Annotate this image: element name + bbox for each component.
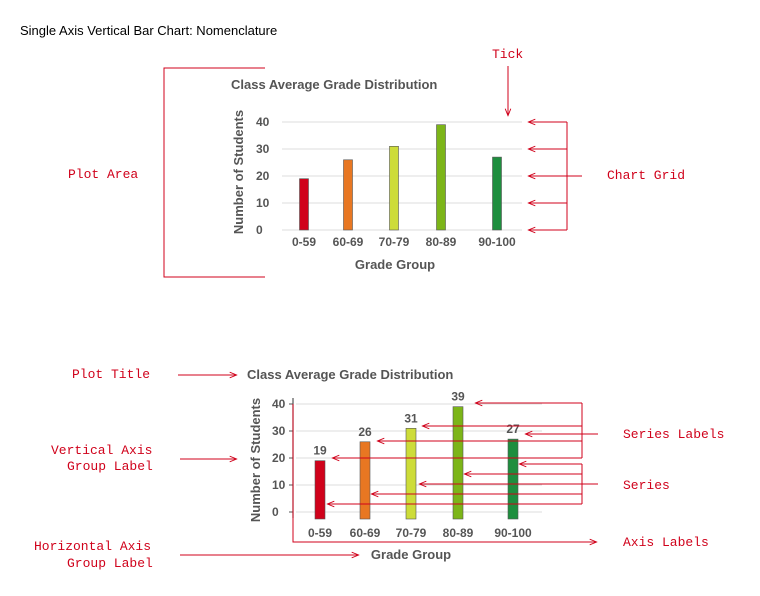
y-tick-label: 30 xyxy=(272,424,286,438)
series-annotation: Series xyxy=(623,478,670,493)
x-tick-label: 60-69 xyxy=(350,526,381,540)
y-tick-label: 40 xyxy=(272,397,286,411)
tick-annotation: Tick xyxy=(492,47,523,62)
y-tick-label: 30 xyxy=(256,142,270,156)
x-tick-label: 80-89 xyxy=(443,526,474,540)
chart-top: Class Average Grade Distribution 0 10 20 30 4… xyxy=(231,77,522,272)
series-labels-annotation: Series Labels xyxy=(623,427,724,442)
vertical-axis-annotation-line1: Vertical Axis xyxy=(51,443,152,458)
data-label: 31 xyxy=(404,411,418,425)
chart-title: Class Average Grade Distribution xyxy=(231,77,437,92)
x-tick-label: 90-100 xyxy=(494,526,532,540)
y-tick-label: 40 xyxy=(256,115,270,129)
plot-area-annotation: Plot Area xyxy=(68,167,138,182)
y-tick-label: 20 xyxy=(272,451,286,465)
y-tick-label: 20 xyxy=(256,169,270,183)
x-tick-label: 70-79 xyxy=(396,526,427,540)
series-labels-arrows xyxy=(333,403,598,458)
chart-grid-arrows xyxy=(529,122,582,230)
bar-60-69 xyxy=(359,441,371,520)
x-axis-label: Grade Group xyxy=(355,257,435,272)
bar-0-59 xyxy=(314,460,326,520)
horizontal-axis-annotation-line1: Horizontal Axis xyxy=(34,539,151,554)
bar-70-79 xyxy=(389,146,399,231)
data-label: 27 xyxy=(506,422,520,436)
y-axis-label: Number of Students xyxy=(231,110,246,234)
plot-title-annotation: Plot Title xyxy=(72,367,150,382)
chart-bottom: Class Average Grade Distribution 0 10 20 30 4… xyxy=(247,367,542,562)
x-tick-label: 90-100 xyxy=(478,235,516,249)
data-label: 26 xyxy=(358,425,372,439)
y-tick-label: 10 xyxy=(272,478,286,492)
x-tick-label: 0-59 xyxy=(308,526,332,540)
bar-0-59 xyxy=(299,178,309,231)
y-tick-label: 0 xyxy=(256,223,263,237)
series-arrows xyxy=(328,464,598,504)
axis-labels-bracket xyxy=(292,404,596,542)
y-tick-label: 0 xyxy=(272,505,279,519)
bar-60-69 xyxy=(343,159,353,231)
bar-90-100 xyxy=(492,156,502,231)
chart-title: Class Average Grade Distribution xyxy=(247,367,453,382)
data-label: 19 xyxy=(313,444,327,458)
bar-80-89 xyxy=(436,124,446,231)
chart-grid-annotation: Chart Grid xyxy=(607,168,685,183)
horizontal-axis-annotation-line2: Group Label xyxy=(67,556,153,571)
axis-labels-annotation: Axis Labels xyxy=(623,535,709,550)
x-tick-label: 60-69 xyxy=(333,235,364,249)
x-tick-label: 70-79 xyxy=(379,235,410,249)
bar-90-100 xyxy=(507,438,519,520)
x-tick-label: 80-89 xyxy=(426,235,457,249)
x-axis-label: Grade Group xyxy=(371,547,451,562)
y-tick-label: 10 xyxy=(256,196,270,210)
plot-area-bracket xyxy=(163,67,265,278)
page-title: Single Axis Vertical Bar Chart: Nomencla… xyxy=(20,23,277,38)
data-label: 39 xyxy=(451,390,465,404)
bar-80-89 xyxy=(452,406,464,520)
vertical-axis-annotation-line2: Group Label xyxy=(67,459,153,474)
y-axis-label: Number of Students xyxy=(248,398,263,522)
bar-70-79 xyxy=(405,427,417,520)
x-tick-label: 0-59 xyxy=(292,235,316,249)
